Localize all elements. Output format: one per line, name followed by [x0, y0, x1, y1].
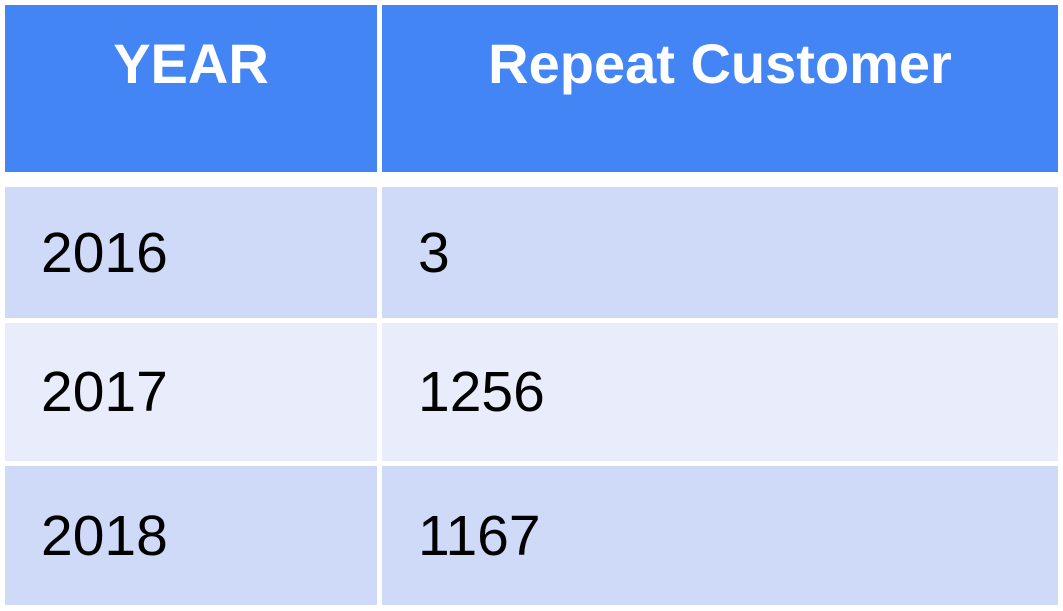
header-year-label: YEAR [113, 32, 269, 95]
repeat-customer-value: 1167 [418, 503, 541, 568]
repeat-customer-value: 1256 [418, 360, 545, 424]
table-cell-repeat-customer: 3 [382, 187, 1058, 318]
table-cell-year: 2018 [5, 466, 377, 605]
table-cell-repeat-customer: 1256 [382, 323, 1058, 461]
table-cell-year: 2017 [5, 323, 377, 461]
year-value: 2016 [41, 220, 168, 285]
header-repeat-customer: Repeat Customer [382, 5, 1058, 172]
repeat-customer-value: 3 [418, 220, 450, 285]
year-value: 2018 [41, 503, 168, 568]
header-repeat-customer-label: Repeat Customer [488, 32, 952, 95]
year-value: 2017 [41, 360, 168, 424]
table-cell-repeat-customer: 1167 [382, 466, 1058, 605]
header-year: YEAR [5, 5, 377, 172]
table-cell-year: 2016 [5, 187, 377, 318]
